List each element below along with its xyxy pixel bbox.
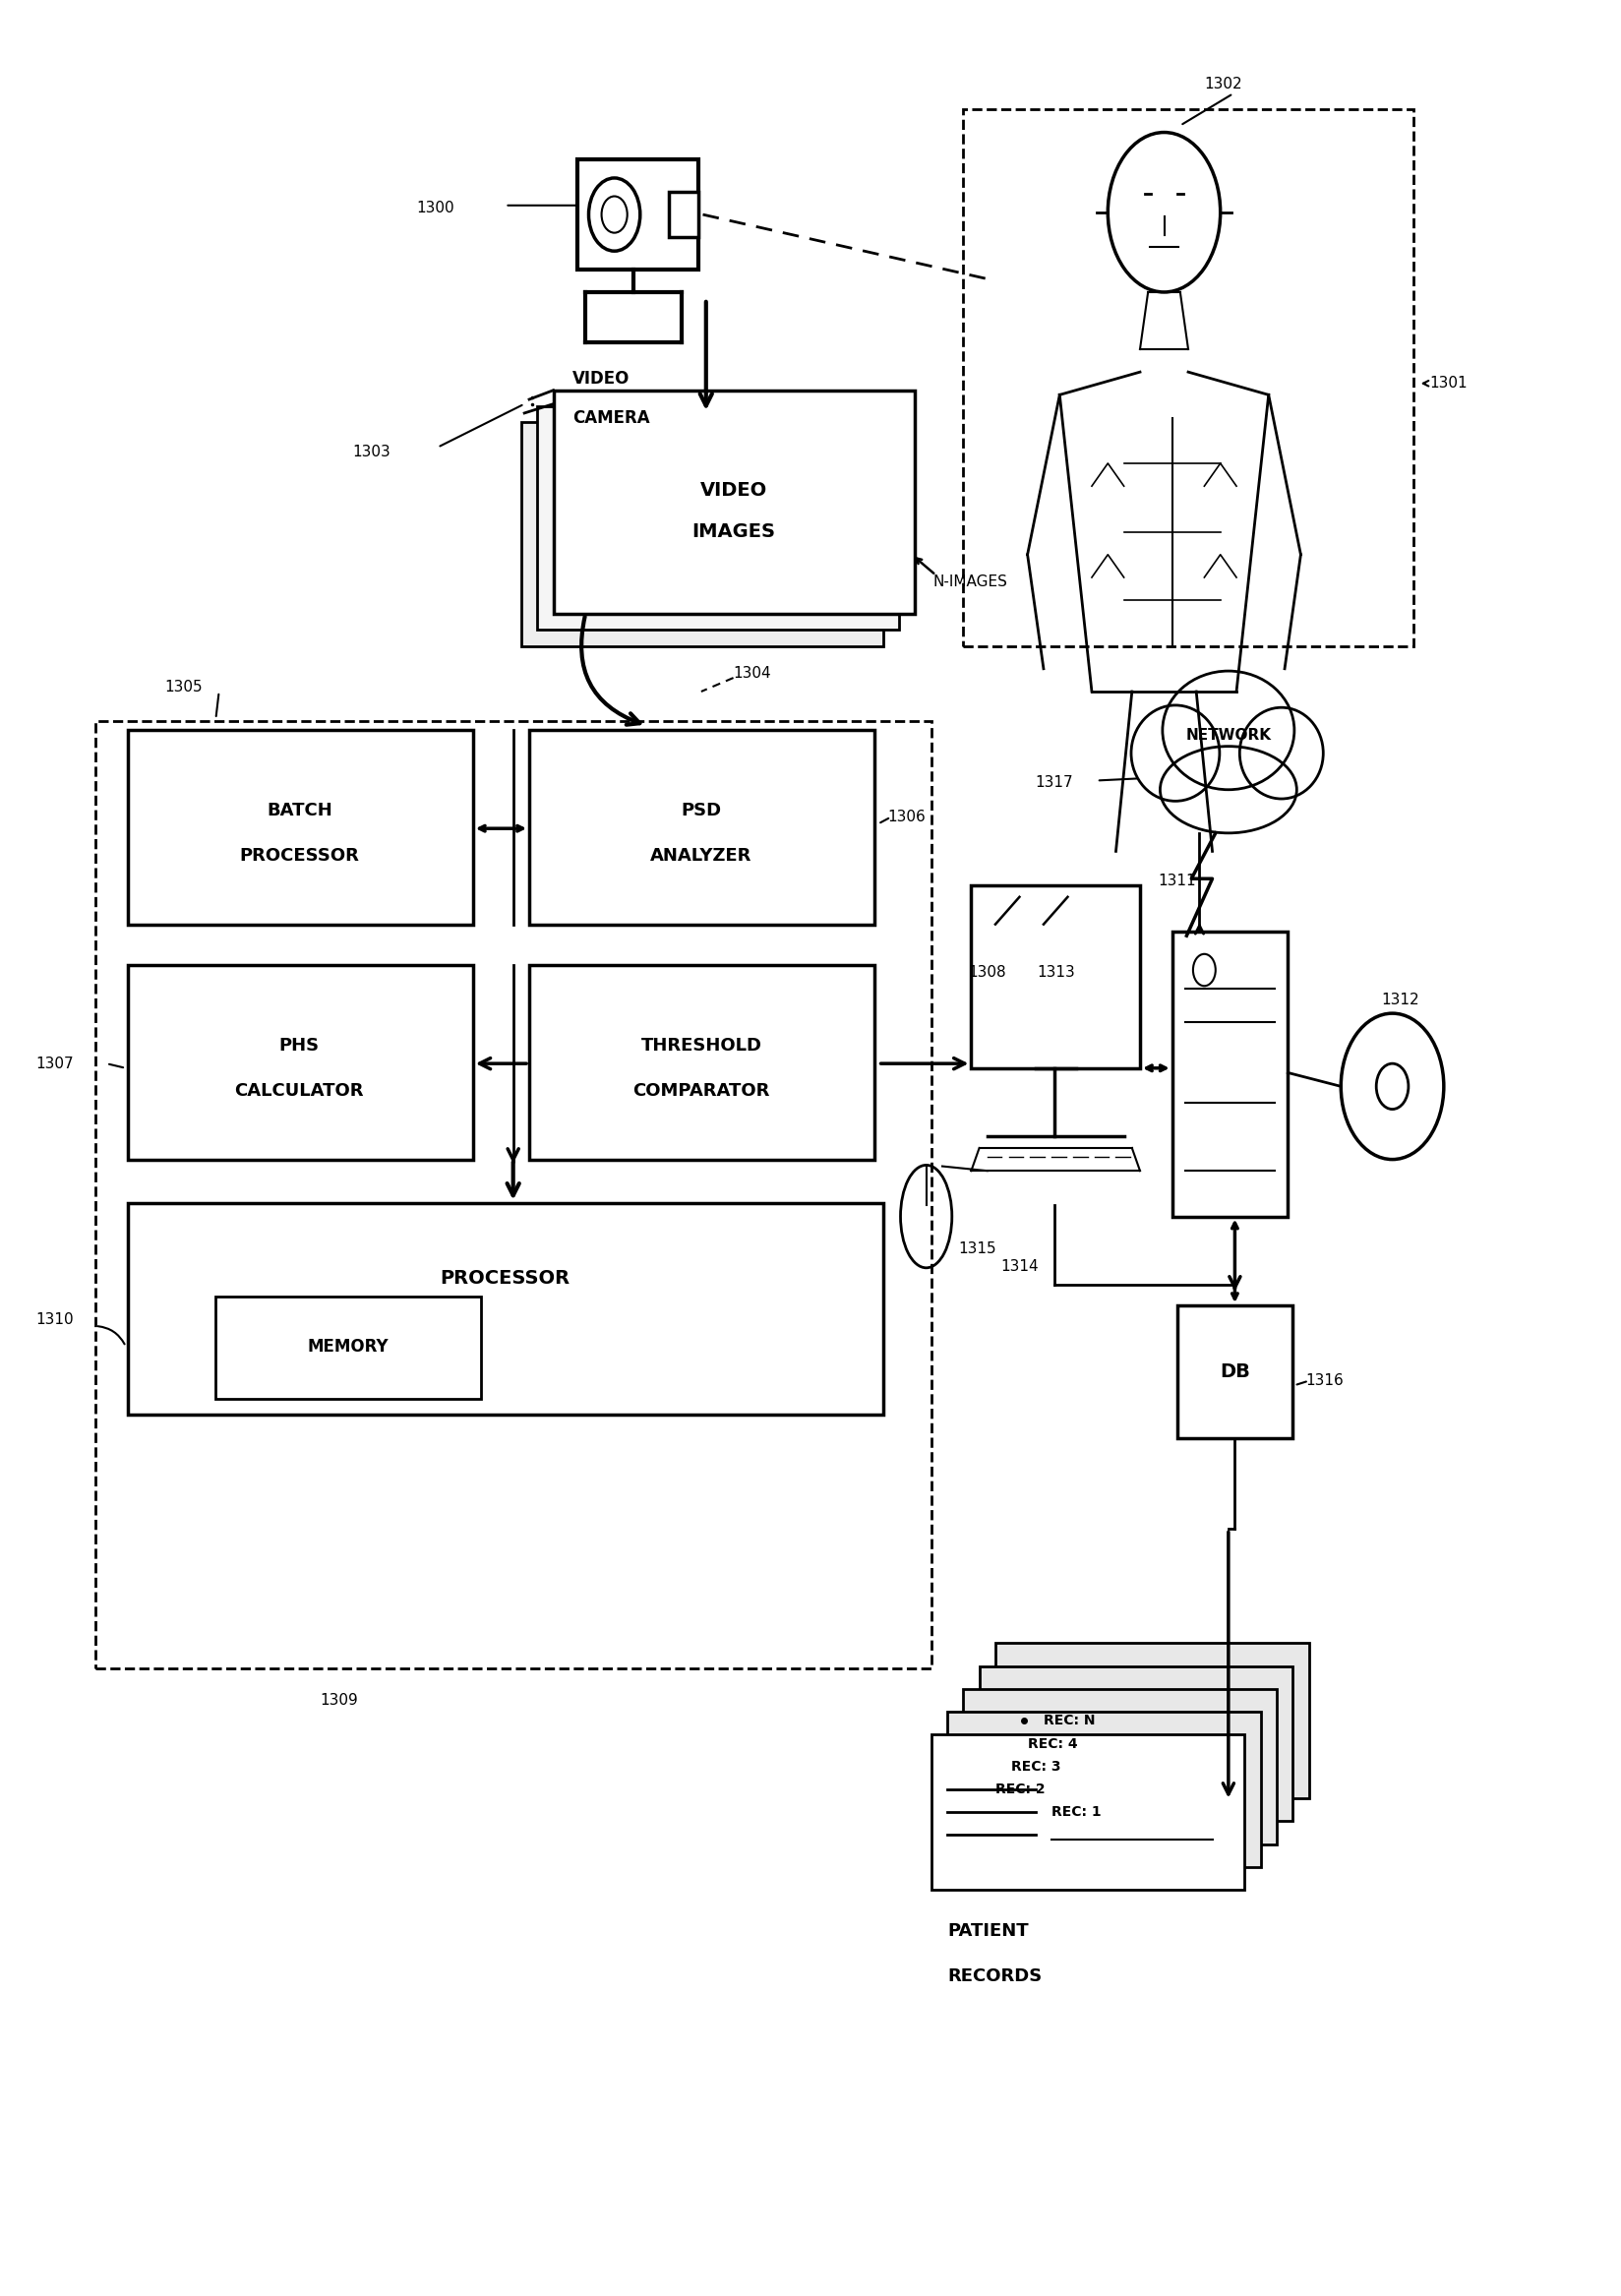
FancyBboxPatch shape [553,390,914,613]
Text: RECORDS: RECORDS [947,1968,1042,1986]
FancyBboxPatch shape [577,161,699,269]
Text: REC: N: REC: N [1044,1715,1096,1729]
Text: 1313: 1313 [1037,964,1075,980]
Text: 1310: 1310 [36,1311,73,1327]
Text: 1314: 1314 [1000,1258,1037,1274]
Circle shape [1341,1013,1444,1159]
Text: 1316: 1316 [1305,1373,1344,1389]
Text: THRESHOLD: THRESHOLD [640,1035,762,1054]
Text: IMAGES: IMAGES [692,523,775,542]
Text: ANALYZER: ANALYZER [650,847,752,866]
Ellipse shape [1161,746,1297,833]
Text: VIDEO: VIDEO [572,370,631,388]
Text: DB: DB [1219,1362,1250,1380]
FancyBboxPatch shape [979,1667,1292,1821]
FancyBboxPatch shape [669,191,699,236]
Text: PROCESSOR: PROCESSOR [240,847,360,866]
Text: 1312: 1312 [1381,992,1418,1008]
Text: 1309: 1309 [321,1692,358,1708]
FancyBboxPatch shape [128,964,473,1159]
Text: 1305: 1305 [164,680,203,693]
Text: N-IMAGES: N-IMAGES [932,574,1007,590]
Text: 1307: 1307 [36,1056,73,1070]
Text: 1306: 1306 [888,810,926,824]
Text: CAMERA: CAMERA [572,409,650,427]
Text: 1308: 1308 [968,964,1007,980]
Text: 1302: 1302 [1204,78,1242,92]
FancyBboxPatch shape [528,964,875,1159]
Text: BATCH: BATCH [266,801,332,820]
Ellipse shape [1162,670,1294,790]
FancyBboxPatch shape [537,406,900,629]
Ellipse shape [1131,705,1219,801]
Ellipse shape [1240,707,1323,799]
Text: REC: 1: REC: 1 [1052,1805,1101,1818]
Text: PROCESSOR: PROCESSOR [441,1270,571,1288]
Text: REC: 4: REC: 4 [1028,1736,1078,1750]
Text: NETWORK: NETWORK [1185,728,1271,742]
FancyBboxPatch shape [96,721,930,1669]
FancyBboxPatch shape [522,422,883,645]
FancyBboxPatch shape [128,730,473,925]
FancyBboxPatch shape [1177,1306,1292,1437]
Text: REC: 3: REC: 3 [1012,1759,1062,1773]
FancyBboxPatch shape [930,1733,1245,1890]
Text: REC: 2: REC: 2 [995,1782,1046,1795]
Text: COMPARATOR: COMPARATOR [632,1081,770,1100]
Text: PSD: PSD [681,801,721,820]
Text: MEMORY: MEMORY [306,1339,387,1355]
FancyBboxPatch shape [216,1297,481,1398]
FancyBboxPatch shape [995,1644,1308,1798]
Text: VIDEO: VIDEO [700,482,767,501]
Text: 1304: 1304 [733,666,772,680]
FancyBboxPatch shape [528,730,875,925]
FancyBboxPatch shape [128,1203,883,1414]
FancyBboxPatch shape [1172,932,1287,1217]
FancyBboxPatch shape [963,110,1414,645]
FancyBboxPatch shape [971,886,1140,1068]
Text: 1301: 1301 [1430,377,1467,390]
FancyBboxPatch shape [947,1713,1261,1867]
Text: 1311: 1311 [1157,872,1196,889]
FancyBboxPatch shape [963,1690,1277,1844]
Text: PATIENT: PATIENT [947,1922,1028,1940]
Text: 1300: 1300 [417,200,456,216]
Text: 1315: 1315 [958,1242,997,1256]
Text: 1303: 1303 [352,445,391,459]
Text: CALCULATOR: CALCULATOR [235,1081,365,1100]
Text: 1317: 1317 [1036,776,1073,790]
Text: PHS: PHS [279,1035,319,1054]
